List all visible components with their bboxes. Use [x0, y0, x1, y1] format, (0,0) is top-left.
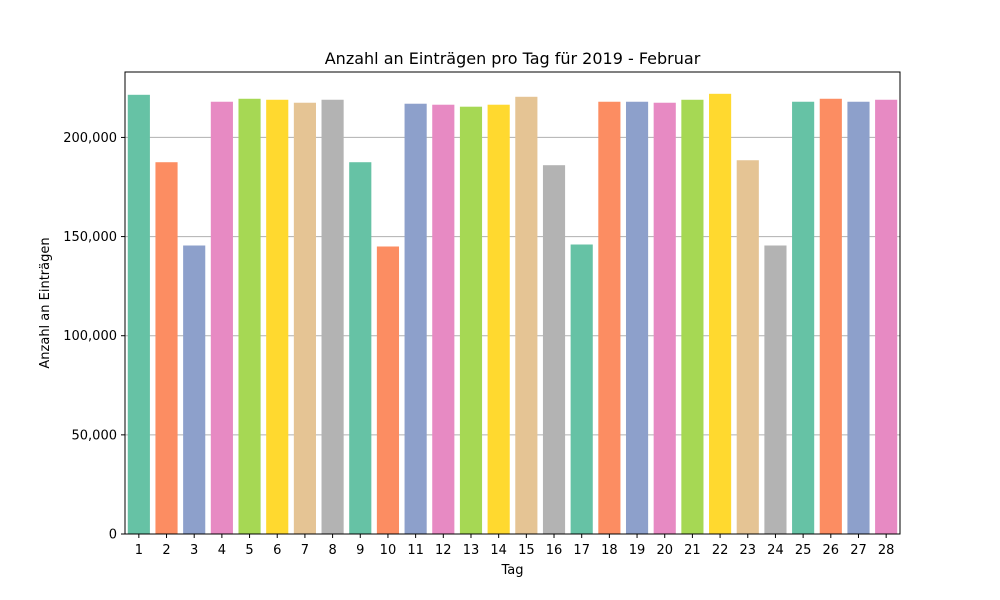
- x-axis: 1 2 3 4 5 6 7 8 9 10 11 12 13 14 15 16 17 18 19 20 21 22 23 24 2…: [135, 534, 895, 558]
- y-tick-label: 50,000: [72, 428, 118, 443]
- bar-day-6: [266, 99, 289, 535]
- bar-day-25: [792, 101, 815, 534]
- bar-day-9: [349, 162, 372, 535]
- bar-day-2: [155, 162, 178, 535]
- bar-day-16: [542, 165, 566, 535]
- bar-day-7: [293, 102, 316, 535]
- x-tick-label: 17: [573, 543, 590, 558]
- y-tick-label: 200,000: [63, 131, 117, 146]
- bar-day-17: [570, 244, 593, 534]
- x-tick-label: 27: [850, 543, 867, 558]
- x-tick-label: 7: [301, 543, 309, 558]
- bar-day-21: [681, 99, 704, 535]
- x-tick-label: 22: [712, 543, 729, 558]
- bar-day-26: [819, 98, 842, 534]
- x-tick-label: 15: [518, 543, 535, 558]
- x-tick-label: 11: [407, 543, 424, 558]
- x-tick-label: 26: [823, 543, 840, 558]
- bar-day-10: [376, 246, 400, 535]
- bar-day-8: [321, 99, 344, 535]
- x-tick-label: 1: [135, 543, 143, 558]
- bar-day-4: [210, 101, 233, 534]
- x-tick-label: 18: [601, 543, 618, 558]
- bar-day-23: [736, 160, 759, 534]
- x-tick-label: 3: [190, 543, 198, 558]
- x-tick-label: 4: [218, 543, 226, 558]
- x-tick-label: 23: [739, 543, 756, 558]
- x-tick-label: 6: [273, 543, 281, 558]
- chart-title: Anzahl an Einträgen pro Tag für 2019 - F…: [325, 49, 701, 68]
- x-tick-label: 21: [684, 543, 701, 558]
- plot-frame: [124, 71, 901, 535]
- bar-day-13: [459, 106, 483, 534]
- bar-day-3: [183, 245, 206, 534]
- x-tick-label: 13: [463, 543, 480, 558]
- bar-day-18: [598, 101, 621, 534]
- bar-day-27: [847, 101, 870, 534]
- x-tick-label: 24: [767, 543, 784, 558]
- x-tick-label: 8: [328, 543, 336, 558]
- y-tick-label: 150,000: [63, 230, 117, 245]
- x-tick-label: 5: [245, 543, 253, 558]
- x-tick-label: 9: [356, 543, 364, 558]
- x-tick-label: 2: [162, 543, 170, 558]
- bar-day-14: [487, 104, 510, 534]
- y-tick-label: 100,000: [63, 329, 117, 344]
- bar-day-28: [875, 99, 898, 535]
- x-tick-label: 28: [878, 543, 895, 558]
- bar-day-20: [653, 102, 676, 535]
- bar-day-1: [127, 94, 150, 534]
- x-tick-label: 20: [656, 543, 673, 558]
- bar-day-12: [432, 104, 455, 534]
- y-tick-label: 0: [109, 528, 117, 543]
- x-tick-label: 14: [490, 543, 507, 558]
- x-tick-label: 25: [795, 543, 812, 558]
- bars: [127, 93, 898, 535]
- bar-day-11: [404, 103, 427, 535]
- bar-day-19: [625, 101, 649, 534]
- x-axis-label: Tag: [500, 563, 523, 578]
- bar-day-15: [515, 96, 538, 535]
- x-tick-label: 12: [435, 543, 452, 558]
- y-axis-label: Anzahl an Einträgen: [38, 237, 53, 368]
- bar-day-24: [764, 245, 787, 534]
- x-tick-label: 16: [546, 543, 563, 558]
- x-tick-label: 19: [629, 543, 646, 558]
- bar-day-5: [238, 98, 261, 534]
- x-tick-label: 10: [380, 543, 397, 558]
- y-axis: 0 50,000 100,000 150,000 200,000: [63, 131, 125, 543]
- bar-day-22: [709, 93, 732, 534]
